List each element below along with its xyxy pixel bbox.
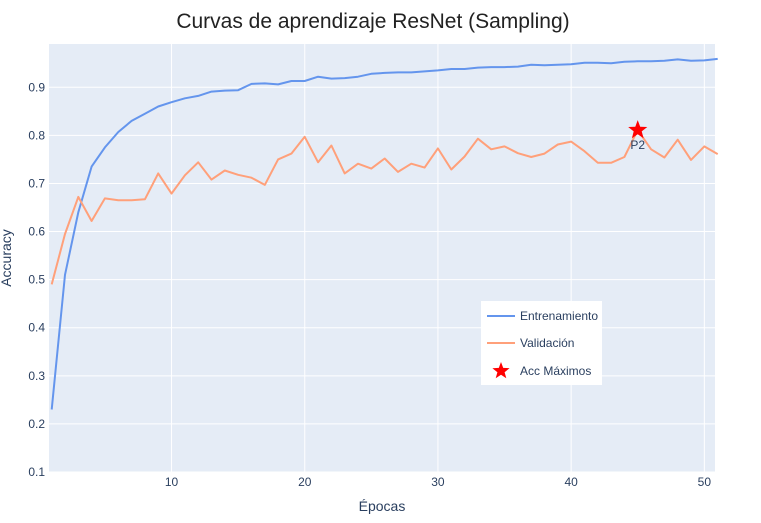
- y-tick-label: 0.7: [28, 176, 45, 190]
- plot-area: [49, 44, 715, 472]
- max-marker-layer: P2: [628, 120, 648, 152]
- y-tick-label: 0.9: [28, 80, 45, 94]
- y-tick-label: 0.5: [28, 273, 45, 287]
- legend-label-validacion: Validación: [520, 336, 574, 350]
- max-accuracy-star-icon: [628, 120, 648, 139]
- legend-star-icon: [492, 362, 510, 379]
- grid-lines: [49, 44, 715, 473]
- series-line-validacion: [50, 129, 719, 285]
- legend-label-acc-maximos: Acc Máximos: [520, 364, 591, 378]
- y-tick-label: 0.6: [28, 225, 45, 239]
- x-tick-label: 10: [165, 475, 179, 489]
- x-tick-label: 40: [564, 475, 578, 489]
- legend-label-entrenamiento: Entrenamiento: [520, 309, 598, 323]
- x-tick-label: 30: [431, 475, 445, 489]
- y-tick-label: 0.2: [28, 417, 45, 431]
- x-tick-label: 50: [698, 475, 712, 489]
- y-tick-label: 0.1: [28, 465, 45, 479]
- y-axis-title: Accuracy: [0, 229, 14, 287]
- marker-label: P2: [630, 138, 645, 152]
- x-axis-title: Épocas: [359, 498, 406, 514]
- chart-title: Curvas de aprendizaje ResNet (Sampling): [176, 10, 569, 33]
- tick-labels: 0.1 0.2 0.3 0.4 0.5 0.6 0.7 0.8 0.9 10 20 30 40 50: [28, 80, 711, 489]
- series-lines: [50, 57, 719, 410]
- y-tick-label: 0.3: [28, 369, 45, 383]
- y-tick-label: 0.8: [28, 128, 45, 142]
- y-tick-label: 0.4: [28, 321, 45, 335]
- x-tick-label: 20: [298, 475, 312, 489]
- legend: Entrenamiento Validación Acc Máximos: [481, 301, 602, 385]
- series-line-entrenamiento: [50, 57, 718, 410]
